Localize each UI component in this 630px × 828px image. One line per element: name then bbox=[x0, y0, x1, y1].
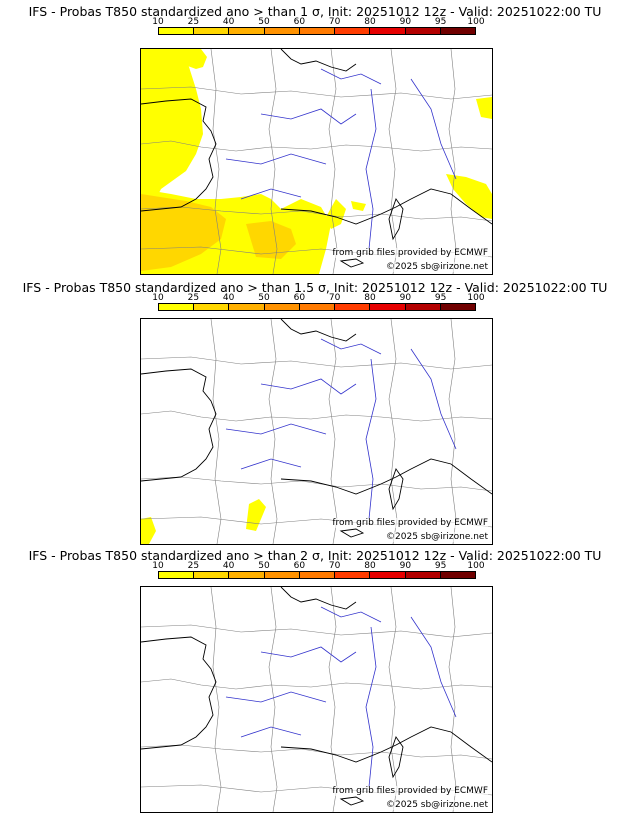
legend-color-cell bbox=[194, 28, 230, 34]
legend-label: 80 bbox=[364, 561, 376, 571]
map-panel-1: IFS - Probas T850 standardized ano > tha… bbox=[0, 0, 630, 276]
legend-color-cell bbox=[335, 572, 371, 578]
coastline bbox=[141, 49, 492, 268]
legend-labels: 10 25 40 50 60 70 80 90 95 100 bbox=[152, 561, 484, 571]
panel-title: IFS - Probas T850 standardized ano > tha… bbox=[28, 4, 602, 19]
legend-bar bbox=[158, 27, 476, 35]
legend-color-cell bbox=[229, 304, 265, 310]
legend-label: 90 bbox=[399, 17, 412, 27]
legend-color-cell bbox=[264, 572, 300, 578]
probability-shading bbox=[141, 49, 492, 274]
legend-label: 100 bbox=[467, 17, 485, 27]
legend-color-cell bbox=[370, 572, 406, 578]
legend-color-cell bbox=[159, 572, 195, 578]
legend-label: 25 bbox=[187, 17, 200, 27]
legend-color-cell bbox=[264, 304, 300, 310]
legend-color-cell bbox=[440, 28, 475, 34]
probability-map: from grib files provided by ECMWF ©2025 … bbox=[140, 318, 493, 545]
legend-label: 60 bbox=[293, 561, 306, 571]
copyright-credit: ©2025 sb@irizone.net bbox=[386, 262, 488, 272]
legend-label: 50 bbox=[258, 293, 270, 303]
legend-label: 95 bbox=[434, 293, 447, 303]
probability-shading bbox=[141, 499, 266, 544]
map-canvas bbox=[141, 587, 492, 812]
legend-color-cell bbox=[405, 28, 441, 34]
legend-label: 25 bbox=[187, 293, 200, 303]
legend-label: 70 bbox=[328, 293, 341, 303]
rivers bbox=[225, 338, 457, 520]
legend-label: 25 bbox=[187, 561, 200, 571]
copyright-credit: ©2025 sb@irizone.net bbox=[386, 800, 488, 810]
legend-color-cell bbox=[194, 572, 230, 578]
legend-color-cell bbox=[299, 572, 336, 578]
legend-bar bbox=[158, 303, 476, 311]
map-canvas bbox=[141, 319, 492, 544]
legend-label: 50 bbox=[258, 17, 270, 27]
legend-label: 40 bbox=[222, 293, 235, 303]
rivers bbox=[225, 68, 457, 250]
legend-color-cell bbox=[370, 304, 406, 310]
legend-label: 100 bbox=[467, 561, 485, 571]
copyright-credit: ©2025 sb@irizone.net bbox=[386, 532, 488, 542]
legend-label: 95 bbox=[434, 17, 447, 27]
legend-color-cell bbox=[229, 28, 265, 34]
legend-color-cell bbox=[405, 572, 441, 578]
legend-label: 50 bbox=[258, 561, 270, 571]
legend-bar bbox=[158, 571, 476, 579]
color-legend: 10 25 40 50 60 70 80 90 95 100 bbox=[152, 17, 485, 43]
legend-label: 10 bbox=[152, 293, 164, 303]
legend-label: 95 bbox=[434, 561, 447, 571]
legend-label: 80 bbox=[364, 17, 376, 27]
legend-label: 40 bbox=[222, 561, 235, 571]
source-credit: from grib files provided by ECMWF bbox=[332, 248, 488, 258]
panel-title: IFS - Probas T850 standardized ano > tha… bbox=[28, 548, 602, 563]
legend-label: 90 bbox=[399, 561, 412, 571]
legend-color-cell bbox=[299, 304, 336, 310]
color-legend: 10 25 40 50 60 70 80 90 95 100 bbox=[152, 293, 485, 319]
legend-color-cell bbox=[335, 304, 371, 310]
color-legend: 10 25 40 50 60 70 80 90 95 100 bbox=[152, 561, 485, 587]
probability-map: from grib files provided by ECMWF ©2025 … bbox=[140, 586, 493, 813]
legend-label: 100 bbox=[467, 293, 485, 303]
legend-color-cell bbox=[335, 28, 371, 34]
legend-color-cell bbox=[194, 304, 230, 310]
rivers bbox=[225, 606, 457, 788]
map-panel-3: IFS - Probas T850 standardized ano > tha… bbox=[0, 544, 630, 828]
panel-title: IFS - Probas T850 standardized ano > tha… bbox=[22, 280, 608, 295]
legend-labels: 10 25 40 50 60 70 80 90 95 100 bbox=[152, 17, 484, 27]
legend-label: 90 bbox=[399, 293, 412, 303]
legend-label: 10 bbox=[152, 561, 164, 571]
legend-color-cell bbox=[405, 304, 441, 310]
legend-label: 70 bbox=[328, 561, 341, 571]
legend-color-cell bbox=[229, 572, 265, 578]
legend-color-cell bbox=[440, 572, 475, 578]
legend-color-cell bbox=[159, 304, 195, 310]
legend-label: 60 bbox=[293, 293, 306, 303]
legend-label: 10 bbox=[152, 17, 164, 27]
legend-label: 70 bbox=[328, 17, 341, 27]
legend-color-cell bbox=[299, 28, 336, 34]
coastline bbox=[141, 587, 492, 806]
legend-labels: 10 25 40 50 60 70 80 90 95 100 bbox=[152, 293, 484, 303]
legend-color-cell bbox=[440, 304, 475, 310]
map-panel-2: IFS - Probas T850 standardized ano > tha… bbox=[0, 276, 630, 552]
legend-label: 60 bbox=[293, 17, 306, 27]
source-credit: from grib files provided by ECMWF bbox=[332, 518, 488, 528]
legend-color-cell bbox=[264, 28, 300, 34]
legend-color-cell bbox=[159, 28, 195, 34]
coastline bbox=[141, 319, 492, 538]
source-credit: from grib files provided by ECMWF bbox=[332, 786, 488, 796]
legend-label: 40 bbox=[222, 17, 235, 27]
map-canvas bbox=[141, 49, 492, 274]
probability-map: from grib files provided by ECMWF ©2025 … bbox=[140, 48, 493, 275]
legend-label: 80 bbox=[364, 293, 376, 303]
legend-color-cell bbox=[370, 28, 406, 34]
